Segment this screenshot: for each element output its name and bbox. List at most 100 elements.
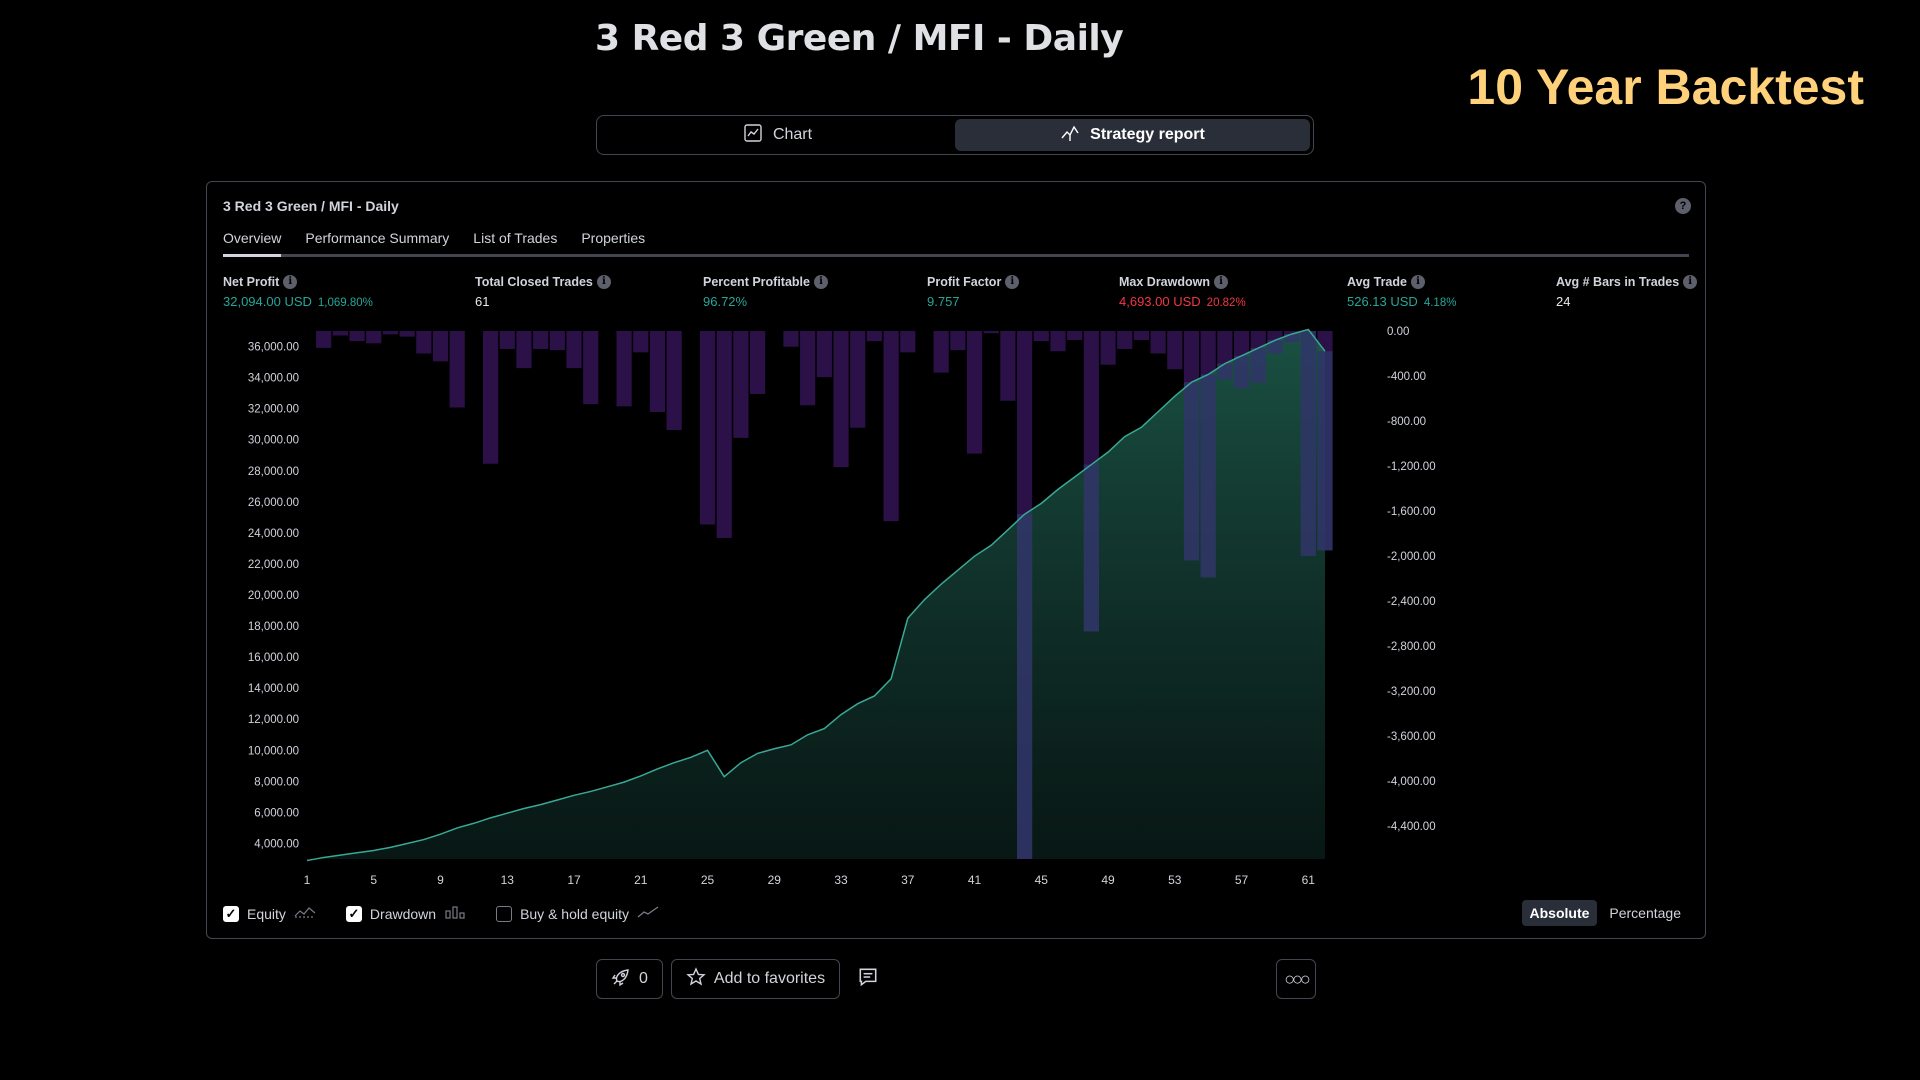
y-left-tick-label: 34,000.00 — [248, 373, 299, 385]
percentage-button[interactable]: Percentage — [1609, 905, 1681, 921]
y-right-tick-label: -3,200.00 — [1387, 686, 1436, 698]
star-icon — [686, 966, 706, 992]
drawdown-bar — [883, 331, 899, 522]
drawdown-bar — [933, 331, 949, 373]
drawdown-bar — [983, 331, 999, 334]
y-left-tick-label: 22,000.00 — [248, 559, 299, 571]
comment-icon — [857, 966, 879, 993]
equity-drawdown-chart: 36,000.00 34,000.00 32,000.00 30,000.00 28,0… — [248, 326, 1436, 887]
tab-list-of-trades[interactable]: List of Trades — [473, 230, 558, 246]
drawdown-checkbox[interactable] — [345, 905, 362, 922]
buy-hold-checkbox[interactable] — [496, 905, 513, 922]
equity-line — [306, 328, 1326, 862]
y-left-tick-label: 14,000.00 — [248, 683, 299, 695]
info-icon[interactable]: i — [1683, 275, 1698, 289]
add-to-favorites-button[interactable]: Add to favorites — [670, 959, 841, 999]
x-tick-label: 37 — [901, 873, 915, 887]
drawdown-bar — [649, 331, 666, 413]
info-icon[interactable]: i — [813, 275, 828, 289]
drawdown-bar — [800, 331, 816, 406]
y-left-tick-label: 8,000.00 — [254, 776, 299, 788]
drawdown-bar — [1133, 331, 1150, 341]
drawdown-bar — [349, 331, 365, 342]
comments-button[interactable] — [848, 959, 888, 999]
legend-equity[interactable]: Equity — [223, 905, 316, 922]
active-tab-indicator — [223, 254, 281, 257]
equity-line-icon — [294, 905, 316, 922]
metric-sub: 1,069.80% — [317, 297, 373, 309]
more-options-button[interactable]: ○○○ — [1276, 959, 1316, 999]
metric-max-drawdown: Max Drawdown i 4,693.00 USD 20.82% — [1119, 275, 1246, 309]
tab-performance-summary[interactable]: Performance Summary — [305, 230, 450, 246]
y-left-tick-label: 12,000.00 — [248, 714, 299, 726]
metric-label: Max Drawdown — [1119, 275, 1210, 289]
x-tick-label: 17 — [567, 873, 581, 887]
info-icon[interactable]: i — [283, 275, 298, 289]
x-tick-label: 29 — [768, 873, 782, 887]
drawdown-bar — [482, 331, 499, 464]
y-right-tick-label: -2,000.00 — [1387, 551, 1436, 563]
drawdown-bar — [516, 331, 532, 369]
drawdown-bar — [1167, 331, 1183, 370]
drawdown-bar — [316, 331, 332, 348]
boost-button[interactable]: 0 — [596, 959, 663, 999]
legend-drawdown[interactable]: Drawdown — [345, 905, 466, 922]
metric-label: Avg # Bars in Trades — [1556, 275, 1680, 289]
drawdown-bar — [583, 331, 599, 405]
strategy-report-tab-button[interactable]: Strategy report — [955, 119, 1310, 151]
x-tick-label: 61 — [1302, 873, 1316, 887]
chart-tab-button[interactable]: Chart — [600, 119, 955, 151]
metric-total-closed-trades: Total Closed Trades i 61 — [475, 275, 611, 309]
info-icon[interactable]: i — [1214, 275, 1228, 289]
metric-value: 9.757 — [927, 294, 960, 309]
metric-label: Percent Profitable — [703, 275, 810, 289]
strategy-report-icon — [1060, 123, 1080, 148]
x-tick-label: 5 — [370, 873, 377, 887]
page-title: 3 Red 3 Green / MFI - Daily — [595, 18, 1124, 59]
info-icon[interactable]: i — [1410, 275, 1425, 289]
view-toggle: Chart Strategy report — [596, 115, 1314, 155]
chart-legend: Equity Drawdown Buy & hold equity — [223, 905, 659, 922]
drawdown-bar — [432, 331, 449, 362]
bottom-actions: 0 Add to favorites — [596, 959, 888, 999]
drawdown-bars-icon — [444, 905, 466, 922]
rocket-icon — [611, 967, 631, 992]
tab-properties[interactable]: Properties — [581, 230, 646, 246]
drawdown-bar — [749, 331, 766, 395]
legend-buy-hold[interactable]: Buy & hold equity — [496, 905, 659, 922]
drawdown-bar-overlap — [1200, 374, 1216, 578]
drawdown-bar — [966, 331, 983, 454]
drawdown-bar-overlap — [1233, 355, 1250, 389]
info-icon[interactable]: i — [596, 275, 611, 289]
y-left-tick-label: 24,000.00 — [248, 528, 299, 540]
help-icon[interactable]: ? — [1675, 198, 1691, 214]
backtest-banner: 10 Year Backtest — [1467, 59, 1864, 115]
y-left-tick-label: 28,000.00 — [248, 466, 299, 478]
drawdown-bar — [399, 331, 415, 337]
tab-overview[interactable]: Overview — [223, 230, 282, 246]
chart-tab-label: Chart — [772, 126, 813, 143]
drawdown-bar — [633, 331, 649, 353]
drawdown-bar — [533, 331, 549, 350]
metric-sub: 20.82% — [1206, 297, 1246, 309]
y-right-tick-label: -2,400.00 — [1387, 596, 1436, 608]
drawdown-bar — [783, 331, 799, 347]
drawdown-bar — [382, 331, 399, 335]
drawdown-bar — [499, 331, 515, 350]
drawdown-bar-overlap — [1267, 340, 1283, 354]
drawdown-bar-overlap — [1250, 348, 1266, 383]
x-tick-label: 57 — [1235, 873, 1249, 887]
info-icon[interactable]: i — [1005, 275, 1020, 289]
x-tick-label: 13 — [501, 873, 515, 887]
metric-avg-trade: Avg Trade i 526.13 USD 4.18% — [1347, 275, 1456, 309]
drawdown-bar — [1067, 331, 1083, 341]
metric-value: 526.13 USD — [1347, 294, 1418, 309]
y-right-tick-label: 0.00 — [1387, 326, 1409, 338]
drawdown-bar — [1000, 331, 1016, 401]
chart-icon — [743, 123, 763, 148]
y-right-tick-label: -400.00 — [1387, 371, 1426, 383]
drawdown-bar — [716, 331, 732, 539]
metric-profit-factor: Profit Factor i 9.757 — [927, 275, 1020, 309]
equity-checkbox[interactable] — [223, 905, 239, 922]
absolute-button[interactable]: Absolute — [1521, 900, 1598, 926]
